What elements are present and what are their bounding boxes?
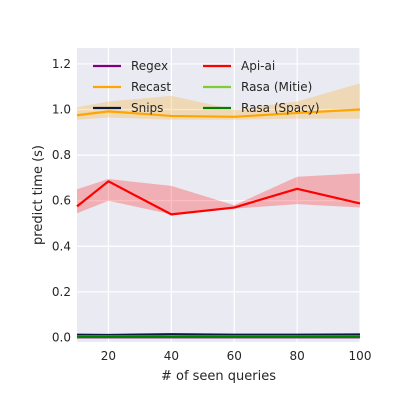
line-api-ai xyxy=(76,180,361,216)
legend-label-api-ai: Api-ai xyxy=(241,59,275,73)
legend-label-rasa-mitie: Rasa (Mitie) xyxy=(241,80,312,94)
x-tick-labels: 20 40 60 80 100 xyxy=(101,349,372,363)
x-tick-label: 80 xyxy=(289,349,304,363)
legend-label-rasa-spacy: Rasa (Spacy) xyxy=(241,101,320,115)
y-tick-label: 0.2 xyxy=(52,285,71,299)
y-tick-label: 0.4 xyxy=(52,239,71,253)
x-axis-label: # of seen queries xyxy=(161,369,276,384)
gridlines xyxy=(77,48,361,342)
legend: Regex Recast Snips Api-ai Rasa (Mitie) Rasa (… xyxy=(93,59,320,115)
x-tick-label: 20 xyxy=(101,349,116,363)
band-recast xyxy=(77,83,360,120)
plot-background xyxy=(77,48,360,342)
legend-label-regex: Regex xyxy=(131,59,168,73)
series-lines xyxy=(76,108,361,339)
x-tick-label: 100 xyxy=(349,349,372,363)
y-tick-label: 0.8 xyxy=(52,148,71,162)
line-snips xyxy=(76,333,361,337)
y-tick-labels: 0.0 0.2 0.4 0.6 0.8 1.0 1.2 xyxy=(52,57,71,344)
line-recast xyxy=(76,108,361,118)
y-tick-label: 0.6 xyxy=(52,194,71,208)
legend-label-recast: Recast xyxy=(131,80,171,94)
legend-label-snips: Snips xyxy=(131,101,163,115)
x-tick-label: 40 xyxy=(164,349,179,363)
band-api-ai xyxy=(77,173,360,215)
x-tick-label: 60 xyxy=(227,349,242,363)
confidence-bands xyxy=(77,83,360,215)
y-tick-label: 1.0 xyxy=(52,103,71,117)
y-tick-label: 1.2 xyxy=(52,57,71,71)
y-tick-label: 0.0 xyxy=(52,330,71,344)
y-axis-label: predict time (s) xyxy=(31,145,46,245)
